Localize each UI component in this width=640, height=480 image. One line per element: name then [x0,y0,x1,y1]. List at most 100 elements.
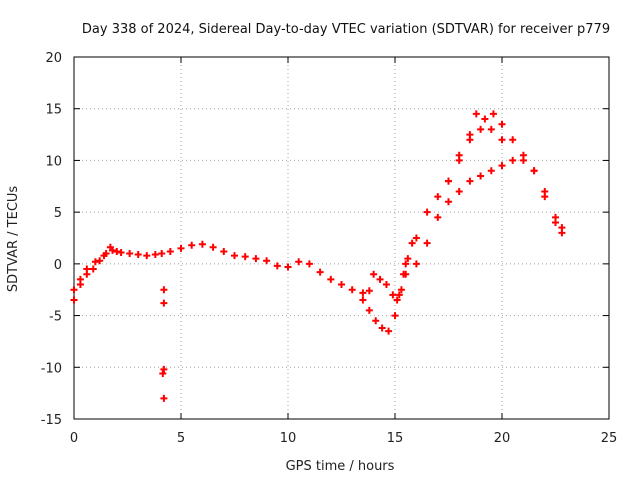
x-tick-label: 10 [280,431,297,446]
data-point-trace-2 [76,275,84,283]
data-point-trace-8 [487,125,495,133]
data-point-trace-5 [402,270,410,278]
x-tick-label: 25 [601,431,618,446]
data-point-trace-3 [177,244,185,252]
data-point-trace-3 [305,260,313,268]
data-point-trace-2 [70,286,78,294]
x-tick-label: 0 [70,431,78,446]
data-point-trace-5 [389,291,397,299]
data-point-trace-7 [498,162,506,170]
data-point-trace-8 [498,136,506,144]
data-point-trace-1 [89,265,97,273]
data-point-trace-4 [378,324,386,332]
data-point-trace-2 [83,265,91,273]
data-point-trace-7 [477,172,485,180]
data-point-trace-6 [489,110,497,118]
y-tick-label: 10 [45,154,62,169]
data-point-trace-3 [327,275,335,283]
x-tick-label: 20 [494,431,511,446]
y-tick-label: 5 [54,206,62,221]
data-point-trace-8 [455,151,463,159]
y-tick-label: 20 [45,51,62,66]
x-tick-label: 5 [177,431,185,446]
grid-lines [74,57,609,419]
data-point-trace-6 [498,120,506,128]
data-point-outliers [160,365,168,373]
data-point-trace-1 [70,296,78,304]
data-point-trace-6 [472,110,480,118]
data-point-trace-6 [423,208,431,216]
data-point-trace-3 [284,263,292,271]
data-point-trace-4 [391,312,399,320]
data-point-trace-6 [509,136,517,144]
data-point-trace-7 [530,167,538,175]
y-tick-label: -10 [41,361,62,376]
data-point-trace-7 [487,167,495,175]
data-point-trace-1 [151,251,159,259]
data-point-trace-3 [359,289,367,297]
plot-frame [73,56,610,420]
data-point-trace-5 [397,286,405,294]
data-point-trace-6 [434,193,442,201]
data-point-trace-4 [385,327,393,335]
chart-title: Day 338 of 2024, Sidereal Day-to-day VTE… [82,22,610,37]
data-point-trace-5 [393,296,401,304]
data-point-outliers [160,286,168,294]
data-point-trace-8 [445,177,452,185]
y-axis-label: SDTVAR / TECUs [6,186,21,293]
data-point-trace-2 [106,243,114,251]
data-point-trace-3 [198,240,206,248]
data-point-trace-3 [365,287,373,295]
data-point-trace-5 [382,281,390,289]
data-point-trace-2 [91,258,99,266]
data-point-trace-7 [466,177,474,185]
data-point-trace-3 [209,243,217,251]
data-point-trace-3 [295,258,303,266]
data-point-trace-4 [408,239,416,247]
data-point-trace-3 [348,286,356,294]
data-point-trace-6 [402,260,410,268]
data-point-outliers [159,369,167,377]
data-point-trace-7 [423,239,431,247]
data-point-trace-3 [273,262,281,270]
data-point-trace-7 [412,260,420,268]
data-point-trace-2 [100,252,108,260]
data-point-outliers [160,394,168,402]
data-point-trace-3 [231,252,238,260]
data-point-trace-7 [552,213,559,221]
y-tick-label: 15 [45,103,62,118]
data-point-trace-4 [404,255,412,263]
data-point-trace-3 [220,247,228,255]
data-point-trace-3 [338,281,345,289]
data-point-trace-3 [263,257,271,265]
data-point-trace-3 [241,253,249,261]
y-tick-label: -5 [49,310,62,325]
data-point-trace-8 [477,125,485,133]
data-point-trace-4 [365,306,373,314]
data-point-trace-4 [372,317,380,325]
x-axis-label: GPS time / hours [286,459,395,474]
data-point-trace-8 [466,131,474,139]
data-point-trace-1 [117,248,125,256]
data-point-trace-1 [158,250,166,258]
data-point-trace-3 [166,247,174,255]
data-point-trace-4 [359,296,367,304]
data-point-trace-7 [558,224,566,232]
data-point-trace-1 [134,251,142,259]
data-point-trace-7 [509,156,517,164]
y-tick-label: -15 [41,413,62,428]
data-point-trace-6 [412,234,420,242]
data-point-trace-7 [445,198,452,206]
data-point-trace-5 [370,270,378,278]
x-tick-label: 15 [387,431,404,446]
data-points [70,110,566,402]
y-tick-label: 0 [54,258,62,273]
data-point-trace-7 [434,213,442,221]
data-point-trace-4 [395,291,403,299]
data-point-trace-6 [481,115,489,123]
data-point-trace-3 [188,241,196,249]
data-point-trace-7 [455,187,463,195]
data-point-outliers [160,299,168,307]
